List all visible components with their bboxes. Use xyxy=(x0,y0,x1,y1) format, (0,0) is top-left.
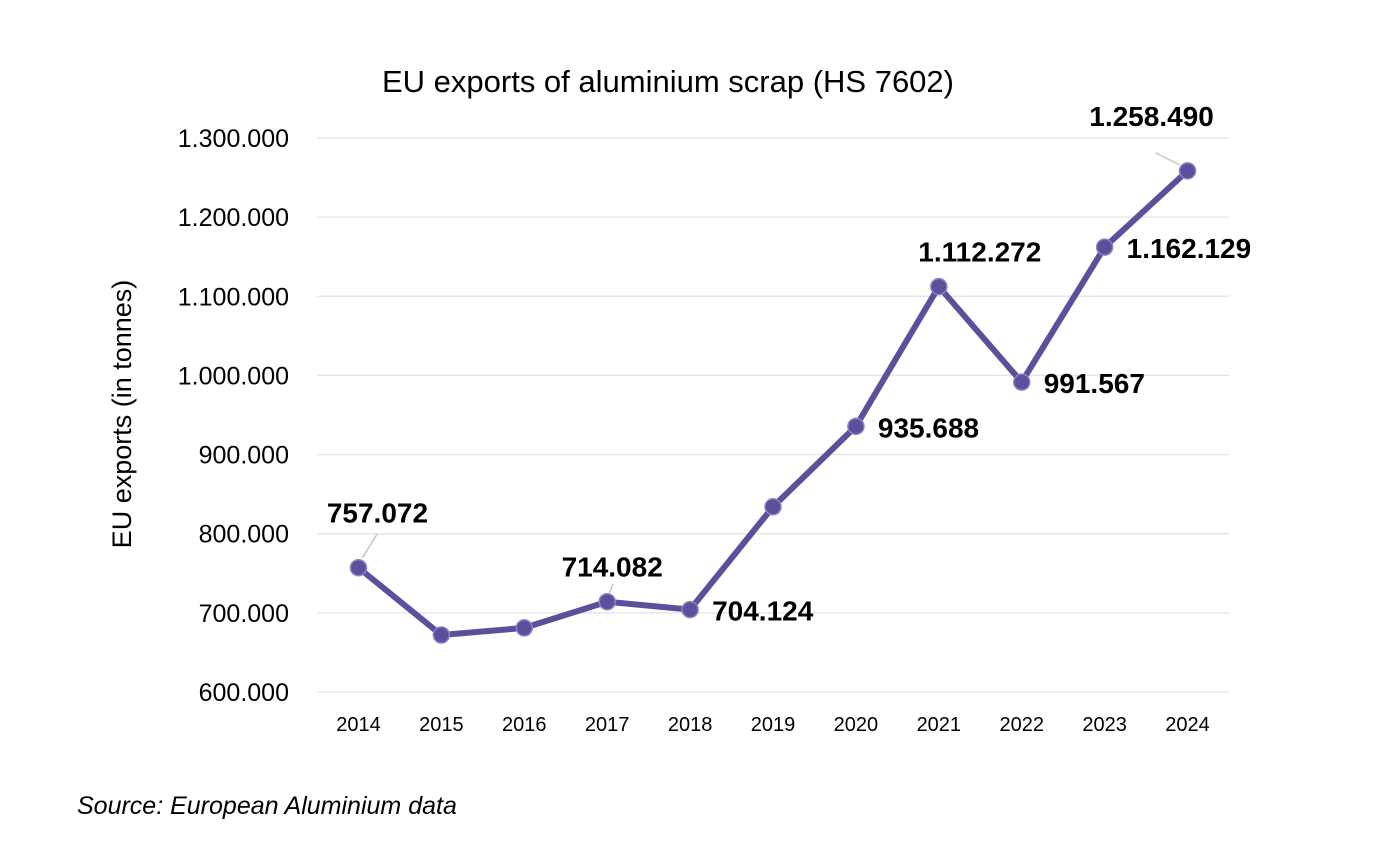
x-tick-label: 2020 xyxy=(834,714,879,736)
y-tick-label: 800.000 xyxy=(199,521,289,549)
y-axis-title: EU exports (in tonnes) xyxy=(107,280,137,549)
x-tick-label: 2015 xyxy=(419,714,464,736)
data-point xyxy=(1095,238,1114,256)
data-label: 714.082 xyxy=(562,552,663,583)
x-tick-label: 2014 xyxy=(336,714,381,736)
x-tick-label: 2017 xyxy=(585,714,630,736)
data-label: 1.162.129 xyxy=(1127,233,1252,264)
x-tick-label: 2024 xyxy=(1165,714,1210,736)
data-labels: 757.072 714.082 704.124 935.688 1.112.272 991… xyxy=(327,101,1251,627)
data-point xyxy=(1178,162,1197,180)
series-line xyxy=(355,167,1191,639)
data-point xyxy=(764,498,782,516)
data-point xyxy=(432,626,451,644)
series-layer xyxy=(349,162,1197,644)
source-note: Source: European Aluminium data xyxy=(77,792,457,820)
data-point xyxy=(598,592,616,611)
chart-title: EU exports of aluminium scrap (HS 7602) xyxy=(382,64,954,99)
data-point xyxy=(930,277,948,296)
data-label: 1.112.272 xyxy=(918,237,1041,268)
data-point xyxy=(847,417,865,436)
x-tick-label: 2019 xyxy=(751,714,796,736)
y-tick-label: 900.000 xyxy=(199,442,289,470)
data-point xyxy=(1012,373,1031,391)
x-tick-label: 2021 xyxy=(917,714,962,736)
y-tick-label: 1.000.000 xyxy=(178,362,289,390)
y-tick-label: 600.000 xyxy=(199,679,289,707)
data-label: 704.124 xyxy=(712,596,814,627)
data-point xyxy=(681,600,699,619)
y-tick-label: 1.100.000 xyxy=(178,283,289,311)
data-label: 1.258.490 xyxy=(1089,101,1214,132)
x-tick-label: 2022 xyxy=(999,714,1044,736)
label-leader xyxy=(1155,152,1180,166)
y-tick-label: 1.300.000 xyxy=(178,125,289,153)
x-tick-label: 2016 xyxy=(502,714,547,736)
gridlines xyxy=(317,137,1229,693)
data-label: 757.072 xyxy=(327,498,428,529)
x-tick-label: 2023 xyxy=(1082,714,1127,736)
x-tick-label: 2018 xyxy=(668,714,713,736)
data-label: 991.567 xyxy=(1044,368,1145,399)
y-tick-label: 1.200.000 xyxy=(178,204,289,232)
x-axis-ticks: 2014 2015 2016 2017 2018 2019 2020 2021 2022 2023… xyxy=(336,714,1210,736)
data-label: 935.688 xyxy=(878,412,979,443)
data-point xyxy=(515,619,534,637)
data-point xyxy=(349,558,368,577)
label-leaders xyxy=(361,152,1180,594)
label-leader xyxy=(608,583,614,594)
y-axis-ticks: 600.000 700.000 800.000 900.000 1.000.000 1.1… xyxy=(178,125,289,707)
y-tick-label: 700.000 xyxy=(199,600,289,628)
label-leader xyxy=(361,533,379,559)
